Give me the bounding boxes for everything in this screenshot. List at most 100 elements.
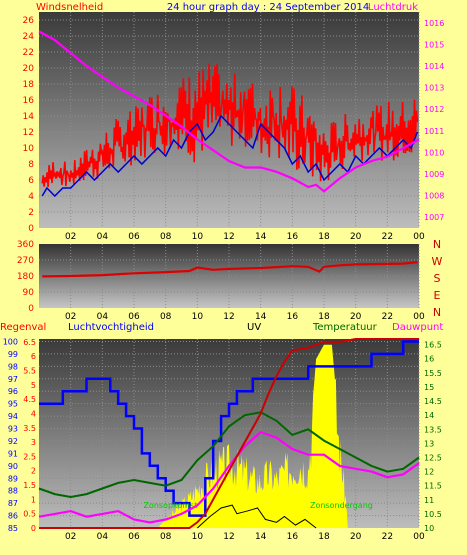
panel3-ytick-temp: 13.5 bbox=[424, 425, 442, 434]
panel1-ytick-right: 1007 bbox=[424, 213, 444, 222]
panel2-ytick: 0 bbox=[28, 304, 34, 314]
panel3-ytick-humidity: 94 bbox=[8, 412, 18, 421]
compass-label: N bbox=[433, 306, 441, 319]
panel2-ytick: 270 bbox=[17, 256, 34, 266]
panel1-ytick-left: 8 bbox=[28, 160, 34, 170]
panel1-ytick-left: 14 bbox=[23, 112, 35, 122]
panel1-ytick-left: 20 bbox=[23, 64, 35, 74]
compass-label: W bbox=[432, 255, 443, 268]
annotation-sunrise: Zonsopkomst bbox=[143, 501, 197, 510]
luchtdruk-line bbox=[38, 30, 420, 193]
panel1-xtick: 14 bbox=[255, 232, 267, 242]
panel1-title: 24 hour graph day : 24 September 2014 bbox=[167, 2, 369, 13]
panel1-ytick-left: 18 bbox=[23, 80, 35, 90]
panel1-ylabel-left: Windsnelheid bbox=[36, 2, 103, 13]
annotation-sunset: Zonsondergang bbox=[310, 501, 373, 510]
panel3-ytick-rain: 6 bbox=[31, 352, 36, 361]
panel2-xtick: 08 bbox=[160, 312, 172, 322]
panel1-ytick-left: 10 bbox=[23, 144, 35, 154]
panel2-xtick: 18 bbox=[318, 312, 330, 322]
panel1-ytick-left: 22 bbox=[23, 48, 34, 58]
panel2-xtick: 20 bbox=[350, 312, 362, 322]
panel3-legend: Luchtvochtigheid bbox=[68, 322, 154, 333]
panel1-xtick: 08 bbox=[160, 232, 172, 242]
panel3-ytick-temp: 14 bbox=[424, 411, 434, 420]
panel3-ytick-humidity: 93 bbox=[8, 425, 18, 434]
panel1-ytick-left: 6 bbox=[28, 176, 34, 186]
panel1-xtick: 22 bbox=[382, 232, 393, 242]
panel2-xtick: 06 bbox=[128, 312, 140, 322]
panel3-ytick-temp: 16.5 bbox=[424, 341, 442, 350]
panel3-ytick-humidity: 99 bbox=[8, 350, 18, 359]
panel3-xtick: 22 bbox=[382, 532, 393, 542]
panel3-xtick: 06 bbox=[128, 532, 140, 542]
panel3-ytick-temp: 15.5 bbox=[424, 369, 442, 378]
panel1-xtick: 16 bbox=[287, 232, 299, 242]
panel3-ytick-humidity: 100 bbox=[3, 337, 18, 346]
panel3-ytick-humidity: 91 bbox=[8, 449, 18, 458]
panel3-xtick: 08 bbox=[160, 532, 172, 542]
compass-label: N bbox=[433, 238, 441, 251]
panel3-xtick: 14 bbox=[255, 532, 267, 542]
solar-line bbox=[196, 504, 317, 529]
panel1-ytick-right: 1015 bbox=[424, 40, 444, 49]
panel3-xtick: 10 bbox=[192, 532, 204, 542]
panel3-ytick-rain: 5 bbox=[31, 381, 36, 390]
panel3-ytick-humidity: 85 bbox=[8, 524, 18, 533]
panel3-xtick: 00 bbox=[413, 532, 425, 542]
panel2-ytick: 360 bbox=[17, 240, 34, 250]
panel1-xtick: 20 bbox=[350, 232, 362, 242]
panel3-ytick-rain: 4.5 bbox=[23, 395, 36, 404]
panel1-xtick: 06 bbox=[128, 232, 140, 242]
panel3-xtick: 18 bbox=[318, 532, 330, 542]
panel1-ytick-right: 1009 bbox=[424, 170, 444, 179]
panel3-ytick-humidity: 97 bbox=[8, 375, 18, 384]
panel2-xtick: 22 bbox=[382, 312, 393, 322]
panel1-ytick-right: 1008 bbox=[424, 192, 444, 201]
panel3-ytick-temp: 11.5 bbox=[424, 482, 442, 491]
panel1-xtick: 02 bbox=[65, 232, 76, 242]
panel3-ytick-rain: 2 bbox=[31, 467, 36, 476]
panel3-xtick: 16 bbox=[287, 532, 299, 542]
compass-label: S bbox=[434, 272, 441, 285]
panel3-ytick-humidity: 86 bbox=[8, 512, 18, 521]
panel3-ytick-temp: 10 bbox=[424, 524, 434, 533]
dauwpunt-line bbox=[38, 430, 420, 524]
panel3-ytick-temp: 11 bbox=[424, 496, 434, 505]
panel1-ytick-right: 1010 bbox=[424, 148, 444, 157]
panel3-ytick-rain: 0 bbox=[31, 524, 36, 533]
panel1-xtick: 10 bbox=[192, 232, 204, 242]
panel1-ytick-right: 1016 bbox=[424, 19, 444, 28]
panel3-ytick-humidity: 89 bbox=[8, 474, 18, 483]
wind-direction-line bbox=[42, 261, 418, 278]
panel1-ytick-left: 26 bbox=[23, 16, 35, 26]
panel1-ytick-right: 1012 bbox=[424, 105, 444, 114]
panel3-ytick-temp: 15 bbox=[424, 383, 434, 392]
wind-average-line bbox=[41, 114, 419, 198]
panel1-ytick-left: 16 bbox=[23, 96, 35, 106]
panel3-ytick-temp: 13 bbox=[424, 439, 434, 448]
panel2-xtick: 00 bbox=[413, 312, 425, 322]
panel3-ytick-rain: 5.5 bbox=[23, 367, 36, 376]
regenval-line bbox=[39, 338, 419, 529]
panel3-ytick-humidity: 92 bbox=[8, 437, 18, 446]
panel2-xtick: 02 bbox=[65, 312, 76, 322]
panel2-xtick: 04 bbox=[97, 312, 109, 322]
panel3-ytick-temp: 10.5 bbox=[424, 510, 442, 519]
panel3-legend: Temperatuur bbox=[312, 322, 378, 333]
panel3-ytick-rain: 1 bbox=[31, 495, 36, 504]
panel3-ytick-temp: 12 bbox=[424, 468, 434, 477]
panel3-xtick: 20 bbox=[350, 532, 362, 542]
panel3-legend: Regenval bbox=[0, 322, 46, 333]
panel1-ytick-left: 12 bbox=[23, 128, 34, 138]
panel3-xtick: 02 bbox=[65, 532, 76, 542]
panel1-ytick-left: 2 bbox=[28, 208, 34, 218]
windsnelheid-gust-line bbox=[41, 63, 419, 187]
panel2-ytick: 90 bbox=[23, 288, 35, 298]
panel3-ytick-rain: 4 bbox=[31, 409, 36, 418]
panel3-legend: Dauwpunt bbox=[392, 322, 443, 333]
panel3-ytick-temp: 14.5 bbox=[424, 397, 442, 406]
panel3-ytick-humidity: 98 bbox=[8, 362, 18, 371]
panel1-ytick-left: 0 bbox=[28, 224, 34, 234]
